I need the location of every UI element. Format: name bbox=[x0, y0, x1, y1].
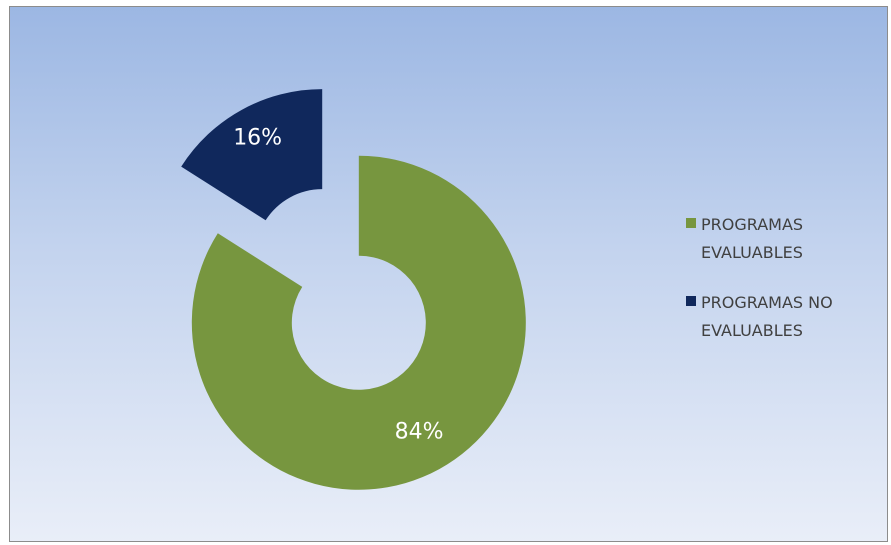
legend-label-programas-evaluables: PROGRAMAS EVALUABLES bbox=[701, 215, 804, 262]
legend-item-programas-no-evaluables: PROGRAMAS NO EVALUABLES bbox=[686, 289, 886, 345]
legend: PROGRAMAS EVALUABLES PROGRAMAS NO EVALUA… bbox=[686, 211, 886, 367]
legend-label-programas-no-evaluables: PROGRAMAS NO EVALUABLES bbox=[701, 293, 833, 340]
legend-swatch-programas-evaluables bbox=[686, 218, 696, 228]
slice-programas-evaluables bbox=[191, 155, 526, 490]
slices-group bbox=[181, 89, 526, 490]
donut-chart: 84% 16% bbox=[181, 89, 526, 490]
slice-programas-no-evaluables bbox=[181, 89, 323, 221]
slice-label-programas-evaluables: 84% bbox=[395, 419, 444, 444]
chart-area: 84% 16% PROGRAMAS EVALUABLES PROGRAMAS NO… bbox=[9, 6, 888, 542]
legend-swatch-programas-no-evaluables bbox=[686, 296, 696, 306]
legend-item-programas-evaluables: PROGRAMAS EVALUABLES bbox=[686, 211, 886, 267]
slice-label-programas-no-evaluables: 16% bbox=[233, 126, 282, 151]
slice-labels-group: 84% 16% bbox=[233, 126, 443, 445]
